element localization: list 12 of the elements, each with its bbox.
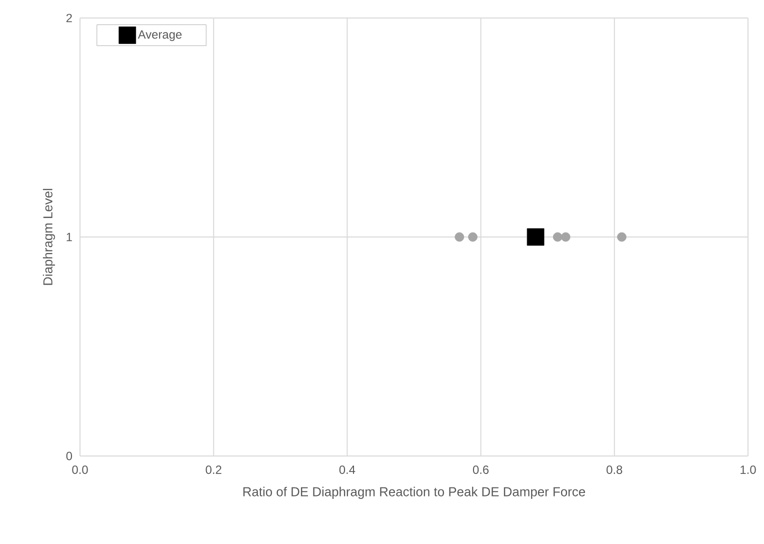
y-tick-label: 2: [66, 14, 72, 22]
x-axis-title: Ratio of DE Diaphragm Reaction to Peak DE Damper Force: [243, 486, 586, 499]
legend-label: Average: [138, 30, 182, 42]
y-axis-title: Diaphragm Level: [42, 188, 55, 285]
x-tick-label: 1.0: [740, 466, 756, 474]
x-tick-label: 0.0: [72, 466, 88, 474]
x-tick-label: 0.2: [206, 466, 222, 474]
y-tick-label: 0: [66, 452, 72, 460]
x-tick-label: 0.4: [339, 466, 356, 474]
x-tick-label: 0.8: [606, 466, 622, 474]
y-tick-label: 1: [66, 232, 72, 242]
x-tick-label: 0.6: [472, 466, 489, 474]
